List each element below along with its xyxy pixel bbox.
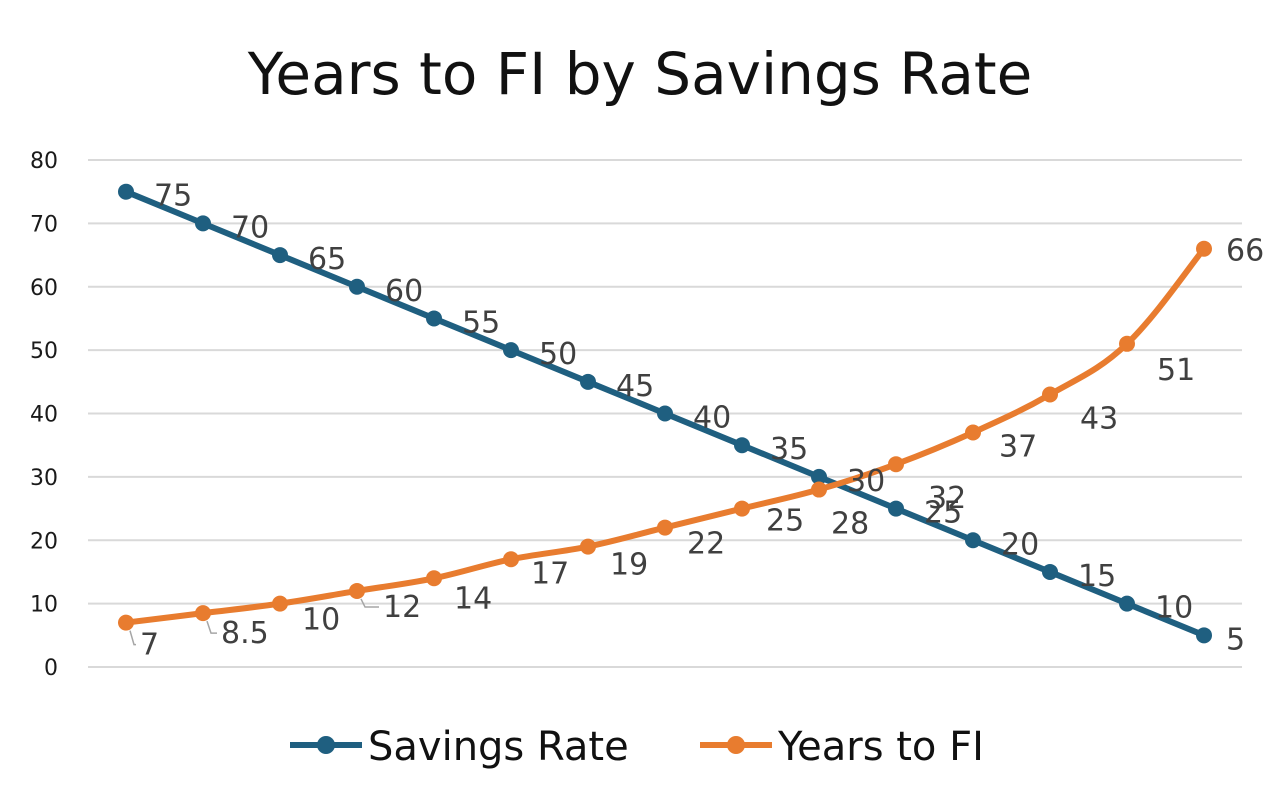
savings-rate-point bbox=[734, 437, 750, 454]
years-to-fi-data-label: 32 bbox=[928, 481, 966, 516]
y-tick-label: 70 bbox=[30, 212, 58, 237]
label-leader-line bbox=[360, 598, 379, 608]
years-to-fi-data-label: 8.5 bbox=[221, 616, 269, 651]
years-to-fi-data-label: 43 bbox=[1080, 401, 1118, 436]
chart-title: Years to FI by Savings Rate bbox=[247, 40, 1033, 108]
y-tick-label: 60 bbox=[30, 276, 58, 301]
savings-rate-point bbox=[965, 532, 981, 549]
savings-rate-data-label: 25 bbox=[924, 496, 962, 531]
years-to-fi-data-label: 12 bbox=[383, 590, 421, 625]
savings-rate-point bbox=[349, 278, 365, 295]
legend-label: Savings Rate bbox=[368, 724, 629, 770]
y-tick-label: 30 bbox=[30, 466, 58, 491]
y-tick-label: 80 bbox=[30, 149, 58, 174]
years-to-fi-data-label: 7 bbox=[140, 628, 159, 663]
years-to-fi-point bbox=[657, 519, 673, 536]
years-to-fi-point bbox=[503, 551, 519, 568]
years-to-fi-point bbox=[118, 614, 134, 631]
years-to-fi-data-label: 22 bbox=[687, 527, 725, 562]
y-tick-label: 40 bbox=[30, 403, 58, 428]
years-to-fi-data-label: 66 bbox=[1226, 234, 1264, 269]
legend-swatch-marker bbox=[317, 736, 335, 754]
savings-rate-data-label: 60 bbox=[385, 274, 423, 309]
y-tick-label: 0 bbox=[44, 656, 58, 681]
years-to-fi-data-label: 19 bbox=[610, 548, 648, 583]
savings-rate-point bbox=[657, 405, 673, 422]
savings-rate-point bbox=[118, 183, 134, 200]
years-to-fi-point bbox=[349, 582, 365, 599]
savings-rate-data-label: 65 bbox=[308, 242, 346, 277]
savings-rate-data-label: 70 bbox=[231, 210, 269, 245]
years-to-fi-point bbox=[734, 500, 750, 517]
savings-rate-data-label: 50 bbox=[539, 337, 577, 372]
savings-rate-data-label: 15 bbox=[1078, 559, 1116, 594]
years-to-fi-data-label: 10 bbox=[302, 603, 340, 638]
savings-rate-data-label: 40 bbox=[693, 401, 731, 436]
y-tick-label: 10 bbox=[30, 593, 58, 618]
legend-label: Years to FI bbox=[777, 724, 984, 770]
savings-rate-point bbox=[811, 468, 827, 485]
savings-rate-data-label: 45 bbox=[616, 369, 654, 404]
years-to-fi-data-label: 37 bbox=[999, 430, 1037, 465]
series-lines bbox=[118, 183, 1212, 644]
y-axis: 0 10 20 30 40 50 60 70 80 bbox=[30, 149, 58, 681]
label-leader-line bbox=[129, 630, 136, 646]
legend-swatch-marker bbox=[727, 736, 745, 754]
years-to-fi-point bbox=[580, 538, 596, 555]
years-to-fi-point bbox=[1196, 240, 1212, 257]
years-to-fi-point bbox=[272, 595, 288, 612]
savings-rate-data-label: 10 bbox=[1155, 591, 1193, 626]
y-tick-label: 50 bbox=[30, 339, 58, 364]
savings-rate-point bbox=[426, 310, 442, 327]
legend-item-savings-rate: Savings Rate bbox=[290, 724, 629, 770]
years-to-fi-data-label: 51 bbox=[1157, 353, 1195, 388]
years-to-fi-point bbox=[1042, 386, 1058, 403]
data-labels: 75 70 65 60 55 50 45 40 35 30 25 20 15 10 5 7 8.5 10 12 14 1… bbox=[129, 179, 1264, 663]
years-to-fi-data-label: 14 bbox=[454, 581, 492, 616]
savings-rate-data-label: 75 bbox=[154, 179, 192, 214]
y-tick-label: 20 bbox=[30, 529, 58, 554]
years-to-fi-point bbox=[965, 424, 981, 441]
savings-rate-data-label: 55 bbox=[462, 305, 500, 340]
years-to-fi-point bbox=[195, 605, 211, 622]
savings-rate-point bbox=[503, 342, 519, 359]
savings-rate-point bbox=[580, 373, 596, 390]
label-leader-line bbox=[206, 620, 217, 634]
years-to-fi-data-label: 17 bbox=[531, 556, 569, 591]
savings-rate-point bbox=[1119, 595, 1135, 612]
years-to-fi-data-label: 25 bbox=[766, 504, 804, 539]
years-to-fi-point bbox=[811, 481, 827, 498]
years-to-fi-point bbox=[426, 570, 442, 587]
savings-rate-point bbox=[272, 247, 288, 264]
savings-rate-data-label: 20 bbox=[1001, 527, 1039, 562]
savings-rate-data-label: 30 bbox=[847, 464, 885, 499]
savings-rate-point bbox=[888, 500, 904, 517]
savings-rate-point bbox=[195, 215, 211, 232]
years-to-fi-point bbox=[1119, 335, 1135, 352]
savings-rate-data-label: 5 bbox=[1226, 622, 1245, 657]
legend-item-years-to-fi: Years to FI bbox=[700, 724, 984, 770]
years-to-fi-data-label: 28 bbox=[831, 507, 869, 542]
savings-rate-point bbox=[1042, 563, 1058, 580]
years-to-fi-point bbox=[888, 456, 904, 473]
savings-rate-point bbox=[1196, 627, 1212, 644]
savings-rate-data-label: 35 bbox=[770, 432, 808, 467]
legend: Savings Rate Years to FI bbox=[290, 724, 984, 770]
